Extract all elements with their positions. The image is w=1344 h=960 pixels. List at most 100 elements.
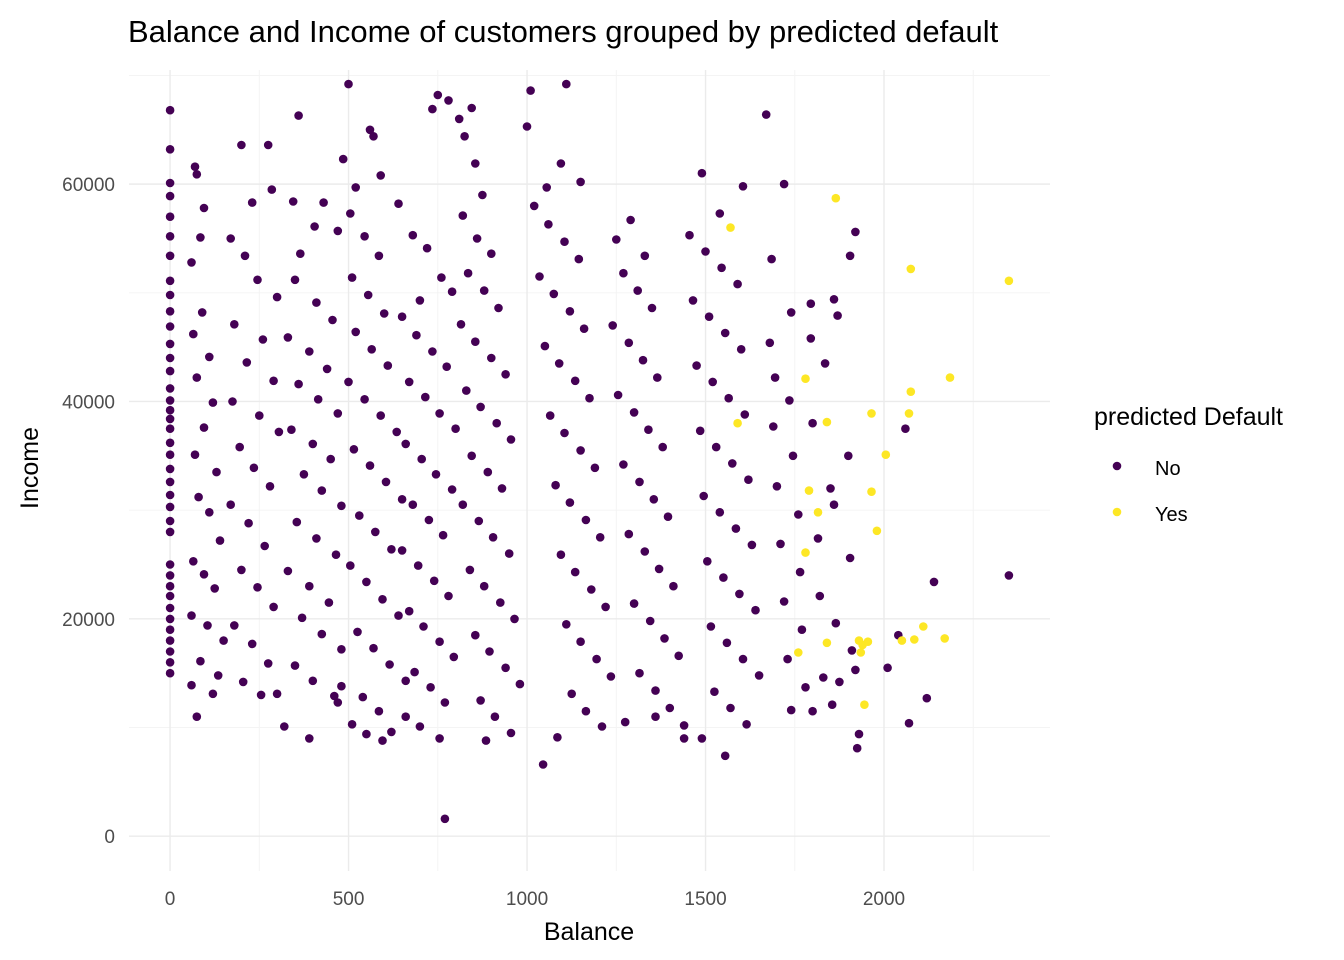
data-point-no [506, 435, 516, 444]
data-point-no [190, 450, 200, 460]
data-point-no [435, 734, 444, 743]
data-point-no [844, 451, 853, 461]
data-point-no [624, 529, 634, 539]
data-point-no [447, 287, 457, 297]
data-point-yes [801, 374, 810, 384]
data-point-yes [872, 526, 882, 536]
data-point-no [785, 396, 794, 405]
data-point-no [515, 679, 525, 689]
data-point-yes [822, 417, 832, 427]
data-point-no [640, 547, 650, 556]
data-point-no [385, 660, 394, 669]
data-point-no [317, 629, 327, 639]
data-point-no [733, 279, 742, 289]
data-point-no [554, 359, 564, 368]
data-point-no [210, 584, 219, 593]
data-point-yes [863, 637, 873, 646]
data-point-no [197, 308, 207, 317]
data-point-no [567, 689, 576, 699]
data-point-yes [794, 648, 803, 657]
data-point-no [337, 681, 346, 691]
data-point-no [435, 637, 444, 646]
data-point-no [624, 338, 634, 348]
data-point-no [679, 721, 689, 730]
data-point-no [708, 377, 717, 387]
data-point-no [165, 191, 175, 201]
data-point-no [397, 312, 407, 322]
data-point-no [538, 760, 548, 769]
data-point-no [165, 581, 175, 591]
data-point-no [704, 312, 714, 322]
data-point-no [488, 533, 498, 542]
data-point-no [379, 309, 389, 318]
data-point-no [219, 636, 228, 645]
data-point-no [326, 454, 336, 464]
data-point-no [444, 96, 453, 105]
x-tick-label: 1000 [506, 889, 548, 910]
data-point-yes [867, 409, 876, 418]
data-point-no [165, 414, 175, 424]
y-tick-label: 20000 [62, 610, 115, 631]
data-point-no [645, 616, 655, 626]
data-point-no [165, 591, 175, 601]
data-point-yes [856, 648, 866, 657]
data-point-no [847, 646, 857, 655]
data-point-no [462, 386, 471, 395]
data-point-no [247, 639, 257, 649]
data-point-no [612, 235, 621, 244]
data-point-no [663, 512, 673, 521]
data-point-no [165, 396, 175, 405]
legend-title: predicted Default [1094, 403, 1283, 431]
data-point-no [635, 668, 644, 678]
data-point-no [808, 706, 817, 716]
data-point-no [294, 111, 303, 120]
data-point-no [292, 517, 302, 527]
data-point-no [1004, 571, 1014, 580]
data-point-no [199, 203, 209, 213]
major-gridlines [129, 70, 1050, 871]
data-point-no [213, 671, 223, 680]
data-point-yes [733, 418, 742, 428]
data-point-no [349, 445, 359, 454]
data-point-no [904, 718, 914, 728]
data-point-no [883, 663, 892, 673]
data-point-no [337, 645, 346, 654]
data-point-no [806, 299, 816, 309]
data-point-no [165, 516, 175, 526]
data-point-no [638, 355, 648, 365]
legend: predicted Default No Yes [1094, 403, 1283, 526]
data-point-no [165, 353, 175, 363]
data-point-no [685, 230, 694, 240]
data-point-no [442, 362, 452, 372]
data-point-no [779, 597, 789, 606]
data-point-no [570, 567, 580, 577]
data-point-yes [906, 264, 916, 274]
data-point-no [706, 622, 716, 631]
data-point-no [806, 334, 816, 343]
data-point-no [226, 500, 235, 510]
data-point-no [829, 500, 839, 510]
data-point-no [581, 706, 591, 716]
data-point-no [649, 495, 659, 504]
data-point-no [263, 140, 273, 150]
data-point-no [413, 561, 423, 570]
data-point-no [165, 477, 175, 487]
data-point-no [401, 712, 411, 721]
data-point-no [369, 643, 378, 653]
data-point-no [545, 411, 555, 420]
data-point-no [738, 182, 748, 191]
data-point-no [765, 338, 775, 348]
data-point-no [831, 618, 841, 628]
data-point-no [674, 651, 683, 661]
data-point-no [355, 511, 364, 520]
data-point-no [362, 577, 371, 587]
data-point-no [330, 691, 339, 701]
data-point-no [715, 508, 725, 517]
data-point-no [786, 705, 796, 715]
data-point-no [228, 397, 237, 406]
data-point-no [344, 79, 353, 89]
data-point-no [472, 234, 482, 243]
data-point-no [820, 359, 830, 368]
data-point-no [215, 536, 225, 545]
